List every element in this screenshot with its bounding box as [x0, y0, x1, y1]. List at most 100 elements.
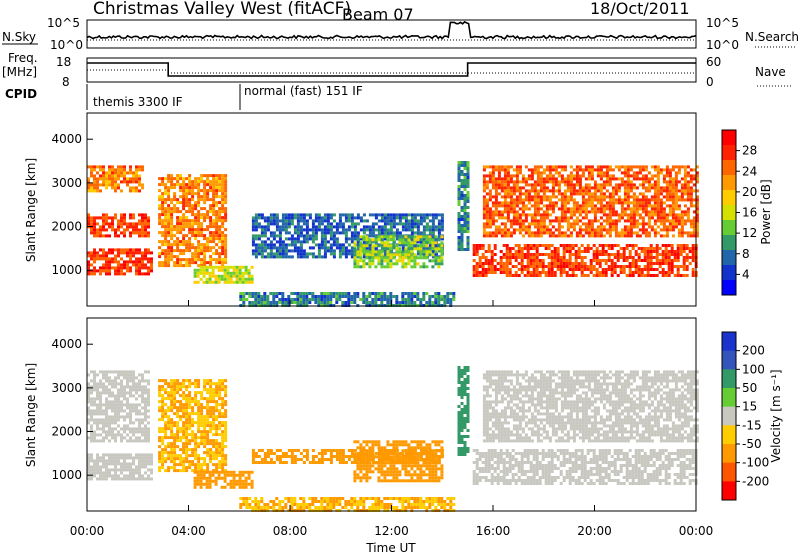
- heatmap-cell: [526, 265, 530, 268]
- heatmap-cell: [179, 219, 183, 223]
- heatmap-cell: [440, 298, 444, 301]
- heatmap-cell: [250, 265, 254, 269]
- heatmap-cell: [359, 219, 363, 223]
- heatmap-cell: [147, 225, 150, 229]
- heatmap-cell: [332, 237, 336, 241]
- heatmap-cell: [580, 259, 584, 262]
- heatmap-cell: [377, 292, 381, 295]
- heatmap-cell: [653, 183, 657, 187]
- heatmap-cell: [161, 192, 165, 196]
- heatmap-cell: [617, 213, 621, 217]
- heatmap-cell: [170, 213, 174, 217]
- colorbar-tick-label: 8: [742, 247, 750, 261]
- heatmap-cell: [329, 252, 333, 256]
- heatmap-cell: [434, 301, 438, 304]
- heatmap-cell: [680, 183, 684, 187]
- heatmap-cell: [437, 219, 441, 223]
- heatmap-cell: [553, 265, 557, 268]
- heatmap-cell: [305, 228, 309, 232]
- heatmap-cell: [428, 247, 432, 251]
- heatmap-cell: [526, 247, 530, 250]
- heatmap-cell: [290, 243, 294, 247]
- heatmap-cell: [111, 477, 114, 481]
- heatmap-cell: [499, 259, 503, 262]
- heatmap-cell: [323, 219, 327, 223]
- heatmap-cell: [395, 237, 399, 241]
- heatmap-cell: [593, 213, 597, 217]
- heatmap-cell: [323, 228, 327, 232]
- heatmap-cell: [482, 189, 486, 193]
- heatmap-cell: [196, 271, 200, 275]
- heatmap-cell: [428, 298, 432, 301]
- heatmap-cell: [117, 382, 120, 386]
- heatmap-cell: [620, 234, 624, 238]
- heatmap-cell: [326, 246, 330, 250]
- heatmap-cell: [416, 235, 420, 239]
- heatmap-cell: [431, 265, 435, 269]
- heatmap-cell: [581, 216, 585, 220]
- heatmap-cell: [185, 216, 189, 220]
- heatmap-cell: [542, 228, 546, 232]
- heatmap-cell: [601, 247, 605, 250]
- heatmap-cell: [587, 225, 591, 229]
- heatmap-cell: [144, 436, 147, 440]
- heatmap-cell: [434, 213, 438, 217]
- heatmap-cell: [158, 198, 162, 202]
- heatmap-cell: [460, 173, 464, 176]
- heatmap-cell: [559, 259, 563, 262]
- heatmap-cell: [383, 295, 387, 298]
- heatmap-cell: [545, 165, 549, 169]
- heatmap-cell: [356, 246, 360, 250]
- heatmap-cell: [520, 250, 524, 253]
- heatmap-cell: [102, 216, 105, 220]
- heatmap-cell: [667, 274, 671, 277]
- heatmap-cell: [257, 249, 261, 253]
- heatmap-cell: [185, 264, 189, 268]
- heatmap-cell: [87, 456, 90, 460]
- heatmap-cell: [407, 292, 411, 295]
- heatmap-cell: [218, 258, 222, 262]
- heatmap-cell: [221, 216, 225, 220]
- heatmap-cell: [551, 234, 555, 238]
- heatmap-cell: [638, 213, 642, 217]
- heatmap-cell: [197, 240, 201, 244]
- heatmap-cell: [194, 219, 198, 223]
- heatmap-cell: [563, 234, 567, 238]
- heatmap-cell: [506, 213, 510, 217]
- heatmap-cell: [632, 198, 636, 202]
- heatmap-cell: [566, 225, 570, 229]
- heatmap-cell: [413, 231, 417, 235]
- heatmap-cell: [185, 249, 189, 253]
- heatmap-cell: [123, 403, 126, 407]
- heatmap-cell: [96, 439, 99, 443]
- heatmap-cell: [87, 388, 90, 392]
- heatmap-cell: [650, 186, 654, 190]
- heatmap-cell: [674, 201, 678, 205]
- heatmap-cell: [317, 255, 321, 259]
- heatmap-cell: [202, 268, 206, 272]
- heatmap-cell: [329, 216, 333, 220]
- heatmap-cell: [287, 216, 291, 220]
- heatmap-cell: [460, 233, 464, 236]
- heatmap-cell: [90, 186, 93, 190]
- heatmap-cell: [395, 244, 399, 248]
- heatmap-cell: [548, 219, 552, 223]
- heatmap-cell: [102, 251, 105, 255]
- heatmap-cell: [90, 231, 93, 235]
- heatmap-cell: [614, 201, 618, 205]
- heatmap-cell: [90, 477, 93, 481]
- heatmap-cell: [677, 198, 681, 202]
- heatmap-cell: [608, 231, 612, 235]
- heatmap-cell: [608, 198, 612, 202]
- heatmap-cell: [305, 213, 309, 217]
- heatmap-cell: [592, 268, 596, 271]
- heatmap-cell: [170, 394, 174, 398]
- heatmap-cell: [530, 186, 534, 190]
- heatmap-cell: [437, 213, 441, 217]
- heatmap-cell: [592, 256, 596, 259]
- heatmap-cell: [490, 256, 494, 259]
- heatmap-cell: [535, 271, 539, 274]
- heatmap-cell: [524, 192, 528, 196]
- heatmap-cell: [629, 168, 633, 172]
- heatmap-cell: [368, 238, 372, 242]
